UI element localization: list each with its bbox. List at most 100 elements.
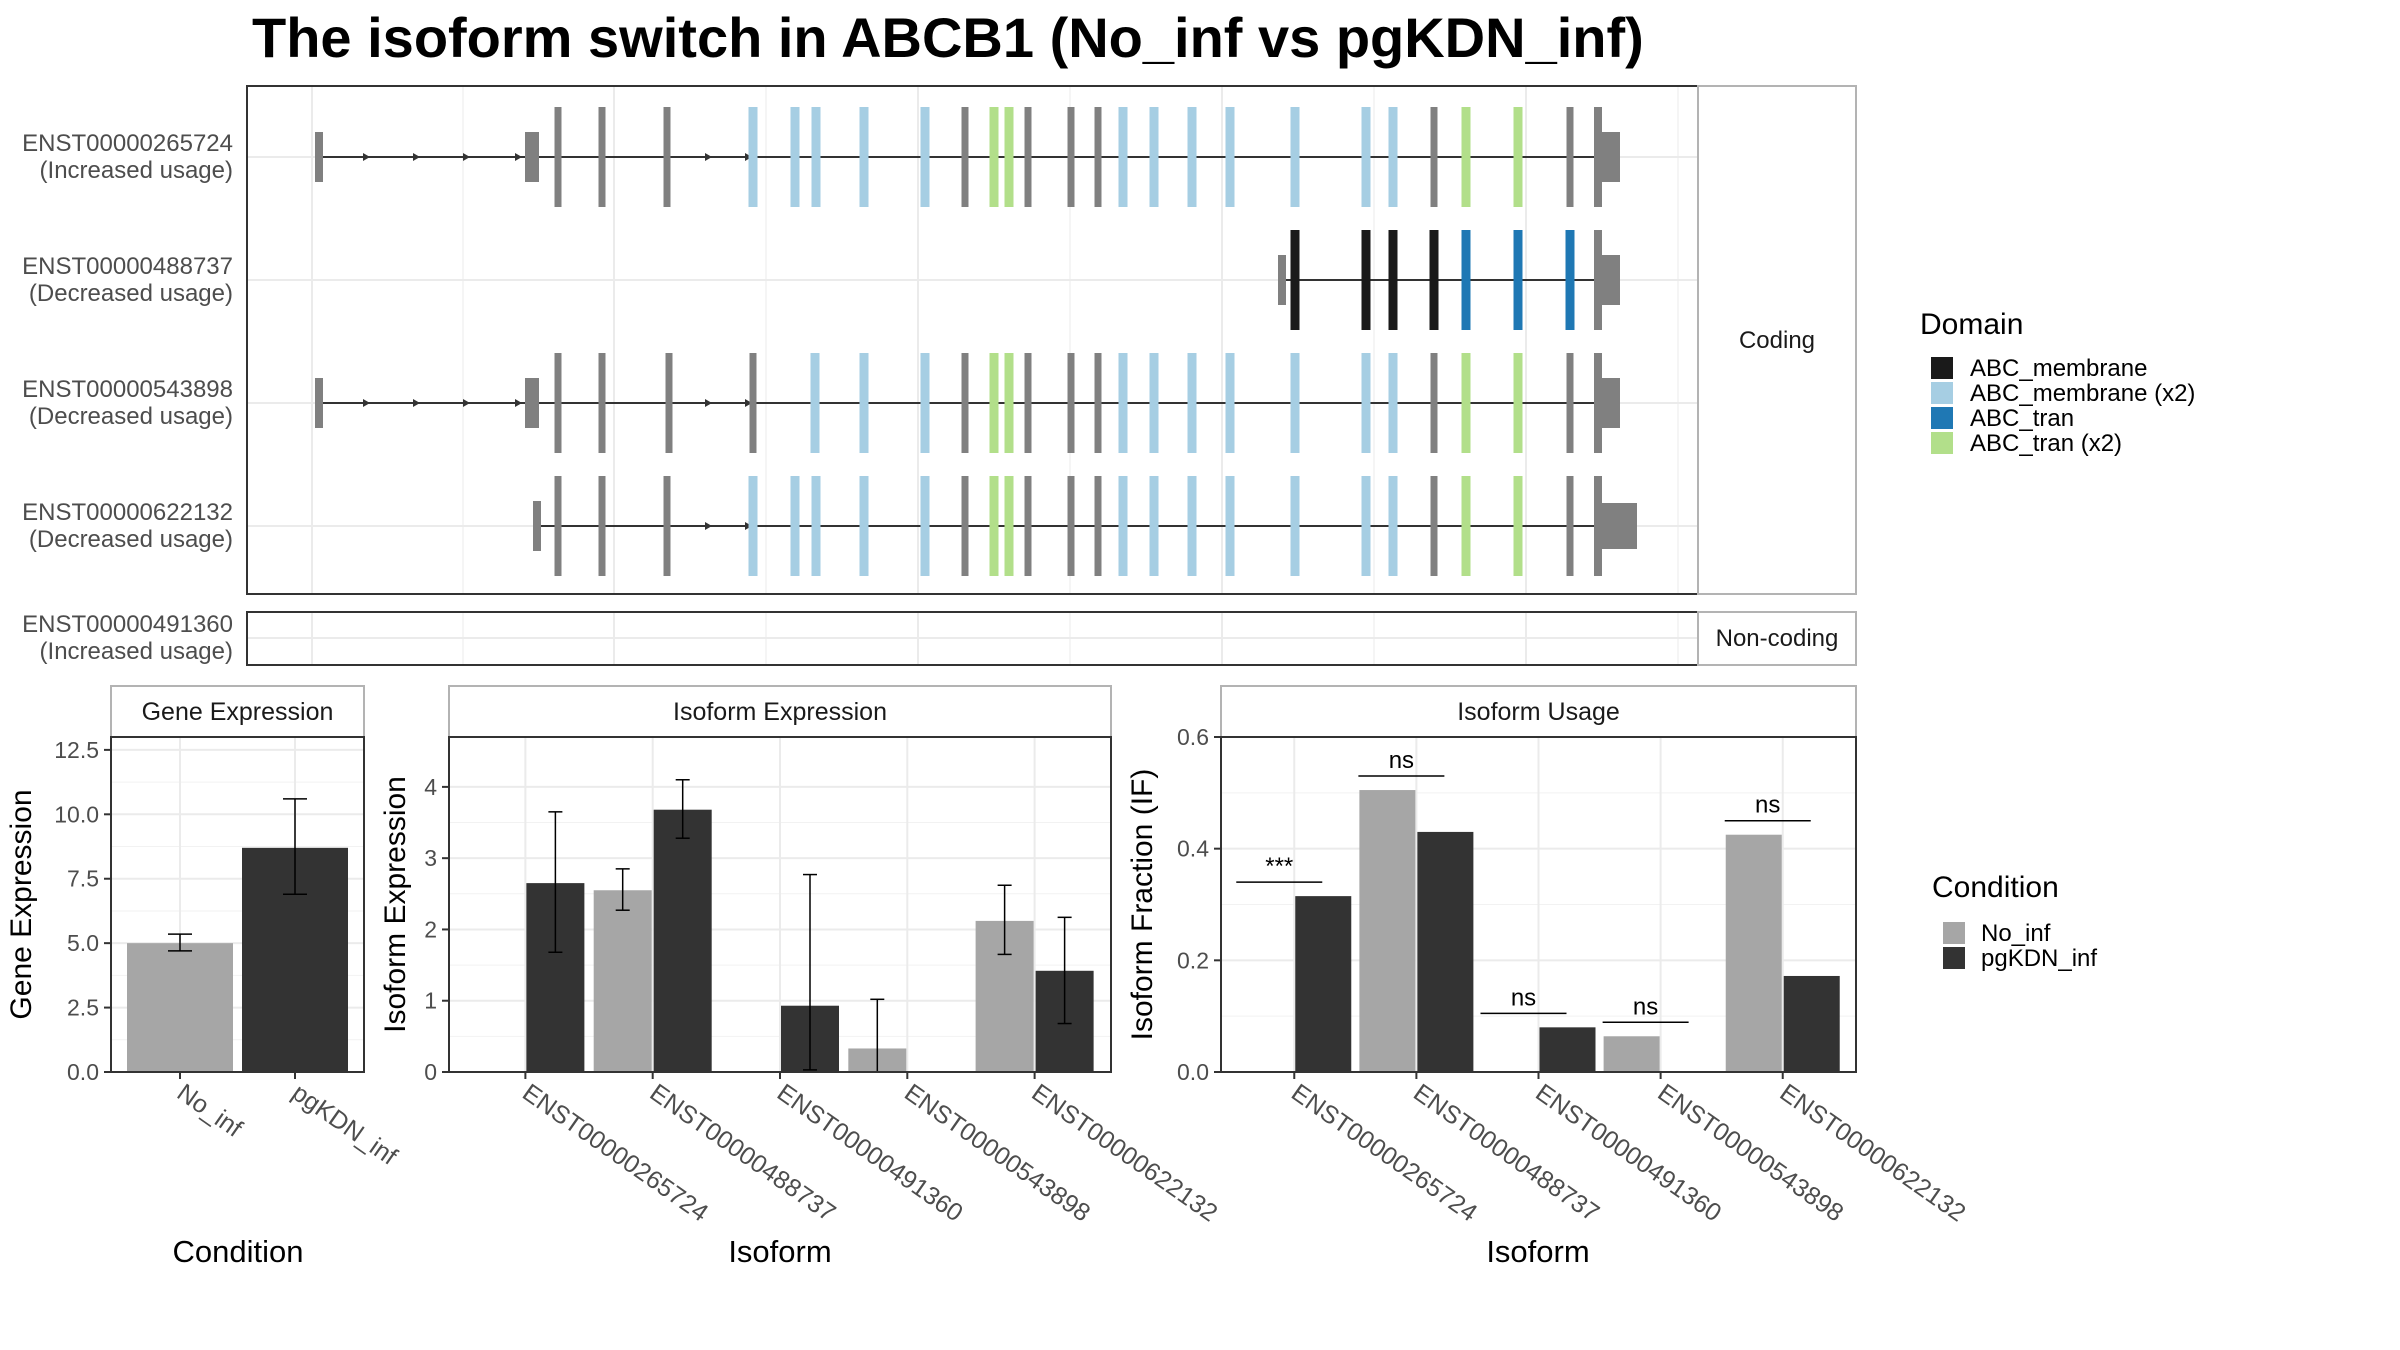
significance-label: ns (1511, 984, 1536, 1011)
coding-exon (1187, 107, 1197, 207)
condition-legend-swatch (1943, 922, 1965, 944)
coding-exon (1225, 107, 1235, 207)
coding-exon (790, 476, 800, 576)
utr-exon (525, 132, 539, 182)
coding-exon (1461, 230, 1471, 330)
x-tick-label: pgKDN_inf (287, 1079, 402, 1171)
transcript-usage-label: (Decreased usage) (29, 403, 233, 430)
coding-exon (554, 353, 562, 453)
coding-exon (1461, 353, 1471, 453)
utr-exon (1602, 503, 1637, 549)
domain-legend-swatch (1931, 357, 1953, 379)
coding-exon (1388, 476, 1398, 576)
x-tick-label: No_inf (172, 1079, 247, 1143)
coding-exon (989, 476, 999, 576)
coding-exon (1388, 107, 1398, 207)
y-axis-title: Gene Expression (5, 789, 38, 1019)
coding-exon (1513, 476, 1523, 576)
domain-legend-label: ABC_tran (x2) (1970, 430, 2122, 457)
y-tick-label: 7.5 (67, 866, 99, 892)
noncoding-strip-label: Non-coding (1716, 625, 1839, 652)
transcript-id-label: ENST00000543898 (22, 376, 233, 403)
coding-strip-label: Coding (1739, 327, 1815, 354)
utr-exon (1602, 255, 1620, 305)
coding-exon (1565, 230, 1575, 330)
strand-arrow (363, 153, 370, 161)
coding-exon (1290, 476, 1300, 576)
y-tick-label: 5.0 (67, 930, 99, 956)
coding-exon (554, 476, 562, 576)
coding-exon (811, 476, 821, 576)
coding-exon (1225, 476, 1235, 576)
coding-exon (790, 107, 800, 207)
bar (1295, 896, 1352, 1072)
coding-exon (1566, 353, 1574, 453)
utr-exon (533, 501, 541, 551)
significance-label: *** (1265, 853, 1293, 880)
coding-exon (1118, 353, 1128, 453)
domain-legend-swatch (1931, 407, 1953, 429)
coding-exon (989, 353, 999, 453)
coding-exon (1290, 230, 1300, 330)
domain-legend-label: ABC_membrane (x2) (1970, 380, 2195, 407)
coding-exon (961, 107, 969, 207)
coding-exon (1513, 107, 1523, 207)
coding-exon (1290, 107, 1300, 207)
significance-label: ns (1633, 993, 1658, 1020)
coding-exon (920, 107, 930, 207)
utr-exon (315, 378, 323, 428)
bar (1603, 1036, 1660, 1072)
coding-exon (1225, 353, 1235, 453)
figure-title: The isoform switch in ABCB1 (No_inf vs p… (252, 6, 1644, 69)
coding-exon (598, 353, 606, 453)
utr-exon (1602, 378, 1620, 428)
coding-exon (961, 353, 969, 453)
coding-exon (1067, 107, 1075, 207)
bar (127, 943, 233, 1072)
y-tick-label: 0 (424, 1059, 437, 1085)
coding-exon (598, 107, 606, 207)
coding-exon (1094, 476, 1102, 576)
condition-legend-label: pgKDN_inf (1981, 945, 2097, 972)
coding-exon (989, 107, 999, 207)
coding-exon (598, 476, 606, 576)
coding-exon (1004, 353, 1014, 453)
coding-exon (1024, 476, 1032, 576)
utr-exon (1602, 132, 1620, 182)
bar (1725, 834, 1782, 1072)
utr-exon (525, 378, 539, 428)
coding-exon (1361, 353, 1371, 453)
domain-legend-swatch (1931, 382, 1953, 404)
terminal-exon (1594, 230, 1602, 330)
coding-exon (1513, 353, 1523, 453)
coding-panel-frame (246, 85, 1699, 595)
coding-strip (1697, 85, 1857, 595)
coding-exon (1566, 107, 1574, 207)
coding-exon (1187, 353, 1197, 453)
bar (1359, 790, 1416, 1072)
condition-legend-swatch (1943, 947, 1965, 969)
coding-exon (1187, 476, 1197, 576)
utr-exon (1278, 255, 1286, 305)
terminal-exon (1594, 107, 1602, 207)
domain-legend-title: Domain (1920, 308, 2023, 341)
y-tick-label: 12.5 (54, 737, 99, 763)
coding-exon (859, 107, 869, 207)
gene-expression-chart: Gene Expression 0.0 2.5 5.0 7.5 10.0 12.5 No_in… (5, 685, 402, 1269)
coding-exon (748, 476, 758, 576)
coding-exon (1429, 230, 1439, 330)
coding-exon (1067, 353, 1075, 453)
coding-exon (1067, 476, 1075, 576)
coding-exon (859, 353, 869, 453)
coding-exon (1361, 476, 1371, 576)
noncoding-grid (248, 613, 1697, 664)
bar (653, 809, 712, 1072)
panel-strip-title: Isoform Expression (673, 698, 887, 726)
strand-arrow (463, 153, 470, 161)
transcript-usage-label: (Decreased usage) (29, 280, 233, 307)
coding-exon (810, 353, 820, 453)
